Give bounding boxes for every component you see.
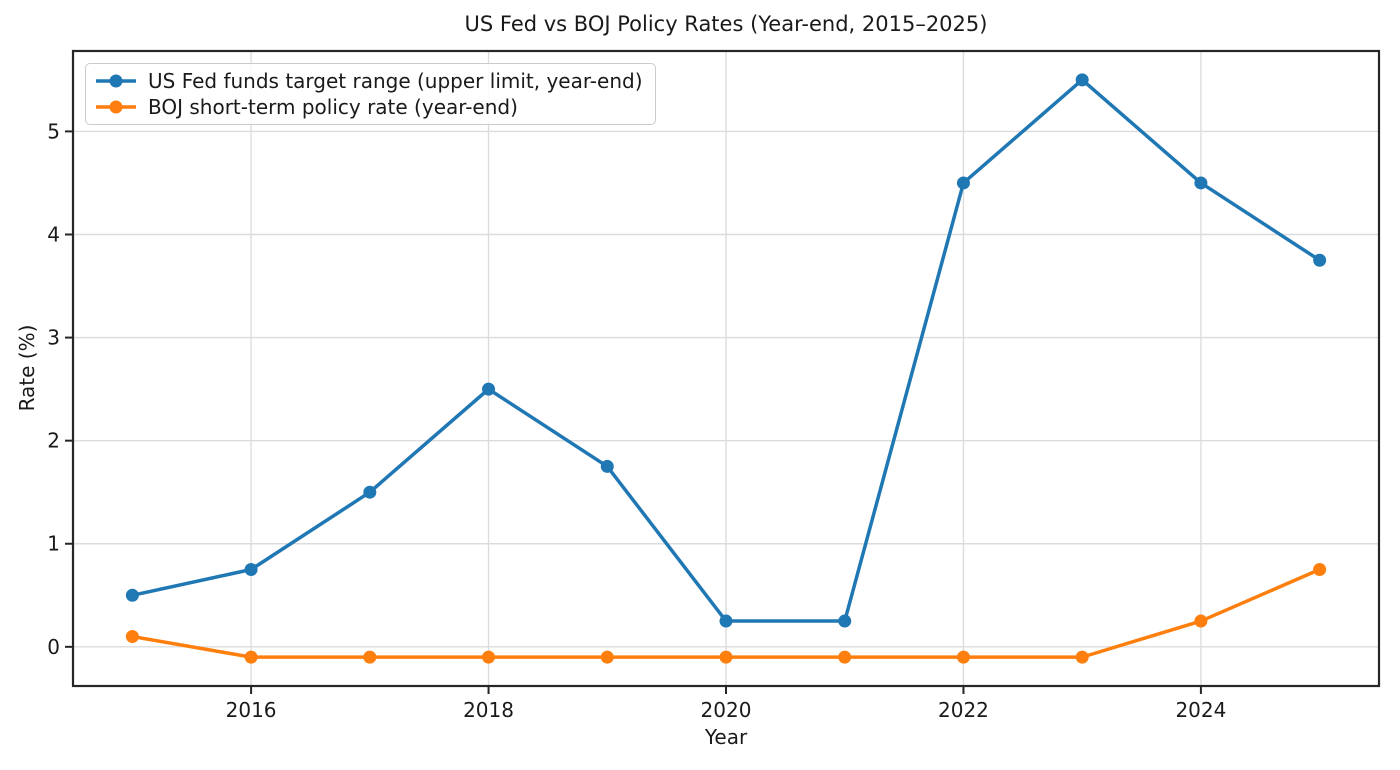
y-axis-label: Rate (%)	[15, 325, 39, 412]
plot-area: 2016 2018 2020 2022 2024 0 1 2 3 4 5	[47, 49, 1381, 722]
data-point	[244, 563, 258, 577]
fed-line-swatch-icon	[96, 74, 136, 88]
data-point	[956, 650, 970, 664]
y-tick-label: 5	[47, 119, 60, 143]
y-tick-label: 0	[47, 635, 60, 659]
data-point	[244, 650, 258, 664]
data-point	[125, 588, 139, 602]
y-tick-label: 4	[47, 222, 60, 246]
legend-label-boj: BOJ short-term policy rate (year-end)	[148, 95, 518, 119]
data-point	[1075, 650, 1089, 664]
legend-item-boj: BOJ short-term policy rate (year-end)	[94, 95, 643, 119]
data-point	[838, 614, 852, 628]
x-tick-label: 2024	[1175, 698, 1226, 722]
legend-item-fed: US Fed funds target range (upper limit, …	[94, 69, 643, 93]
data-point	[363, 650, 377, 664]
y-tick-label: 2	[47, 429, 60, 453]
data-point	[600, 459, 614, 473]
data-point	[1313, 253, 1327, 267]
data-point	[719, 614, 733, 628]
data-point	[1194, 176, 1208, 190]
data-point	[482, 382, 496, 396]
data-point	[363, 485, 377, 499]
x-tick-label: 2016	[226, 698, 277, 722]
legend-label-fed: US Fed funds target range (upper limit, …	[148, 69, 643, 93]
data-point	[719, 650, 733, 664]
data-point	[1194, 614, 1208, 628]
chart-title: US Fed vs BOJ Policy Rates (Year-end, 20…	[465, 12, 988, 36]
data-point	[482, 650, 496, 664]
data-point	[956, 176, 970, 190]
data-point	[1313, 563, 1327, 577]
x-tick-label: 2020	[701, 698, 752, 722]
legend: US Fed funds target range (upper limit, …	[85, 63, 656, 125]
boj-line-swatch-icon	[96, 100, 136, 114]
x-tick-label: 2018	[463, 698, 514, 722]
x-tick-label: 2022	[938, 698, 989, 722]
data-point	[838, 650, 852, 664]
data-point	[125, 630, 139, 644]
data-point	[600, 650, 614, 664]
x-axis-label: Year	[704, 725, 748, 749]
data-point	[1075, 73, 1089, 87]
y-tick-label: 3	[47, 326, 60, 350]
y-tick-label: 1	[47, 532, 60, 556]
